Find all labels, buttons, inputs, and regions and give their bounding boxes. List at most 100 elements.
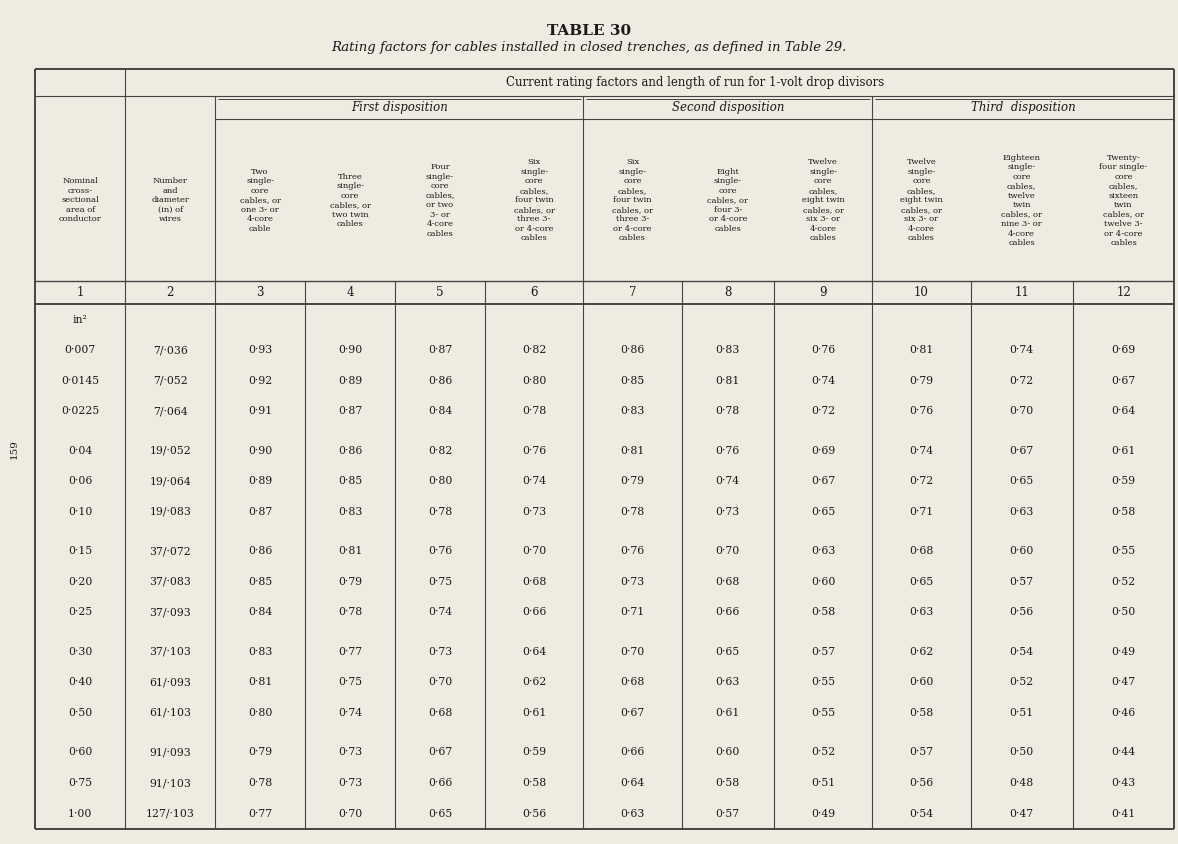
Text: 0·83: 0·83	[715, 345, 740, 355]
Text: 0·80: 0·80	[522, 376, 547, 386]
Text: 0·81: 0·81	[621, 446, 644, 456]
Text: 7: 7	[629, 286, 636, 300]
Text: 0·64: 0·64	[621, 778, 644, 788]
Text: 0·87: 0·87	[338, 406, 362, 416]
Text: 0·72: 0·72	[1010, 376, 1034, 386]
Text: 0·70: 0·70	[522, 546, 547, 556]
Text: Rating factors for cables installed in closed trenches, as defined in Table 29.: Rating factors for cables installed in c…	[331, 41, 847, 53]
Text: 0·66: 0·66	[621, 748, 644, 757]
Text: 0·78: 0·78	[716, 406, 740, 416]
Text: 0·71: 0·71	[621, 608, 644, 618]
Text: 0·83: 0·83	[249, 647, 272, 657]
Text: 0·80: 0·80	[428, 476, 452, 486]
Text: 0·60: 0·60	[909, 678, 934, 688]
Text: 37/·072: 37/·072	[150, 546, 191, 556]
Text: 0·87: 0·87	[428, 345, 452, 355]
Text: 0·57: 0·57	[812, 647, 835, 657]
Text: 0·68: 0·68	[909, 546, 934, 556]
Text: 0·30: 0·30	[68, 647, 93, 657]
Text: 0·76: 0·76	[909, 406, 934, 416]
Text: 0·63: 0·63	[810, 546, 835, 556]
Text: 0·66: 0·66	[522, 608, 547, 618]
Text: 2: 2	[166, 286, 174, 300]
Text: 0·54: 0·54	[1010, 647, 1033, 657]
Text: 0·90: 0·90	[249, 446, 272, 456]
Text: 0·90: 0·90	[338, 345, 362, 355]
Text: 0·92: 0·92	[249, 376, 272, 386]
Text: 0·77: 0·77	[249, 809, 272, 819]
Text: 0·73: 0·73	[716, 507, 740, 517]
Text: 91/·093: 91/·093	[150, 748, 191, 757]
Text: 5: 5	[436, 286, 444, 300]
Text: 0·48: 0·48	[1010, 778, 1034, 788]
Text: 0·68: 0·68	[715, 577, 740, 587]
Text: 61/·093: 61/·093	[150, 678, 191, 688]
Text: 12: 12	[1116, 286, 1131, 300]
Text: Three
single-
core
cables, or
two twin
cables: Three single- core cables, or two twin c…	[330, 172, 371, 228]
Text: 0·68: 0·68	[428, 708, 452, 718]
Text: 0·74: 0·74	[428, 608, 452, 618]
Text: 1: 1	[77, 286, 84, 300]
Text: 0·60: 0·60	[68, 748, 93, 757]
Text: 0·50: 0·50	[1010, 748, 1034, 757]
Text: 0·64: 0·64	[522, 647, 547, 657]
Text: 0·58: 0·58	[1111, 507, 1136, 517]
Text: 61/·103: 61/·103	[150, 708, 191, 718]
Text: 0·91: 0·91	[249, 406, 272, 416]
Text: 0·66: 0·66	[428, 778, 452, 788]
Text: 19/·052: 19/·052	[150, 446, 191, 456]
Text: 19/·083: 19/·083	[150, 507, 191, 517]
Text: 0·78: 0·78	[621, 507, 644, 517]
Text: 7/·052: 7/·052	[153, 376, 187, 386]
Text: 0·67: 0·67	[428, 748, 452, 757]
Text: 0·62: 0·62	[522, 678, 547, 688]
Text: 0·74: 0·74	[716, 476, 740, 486]
Text: 0·86: 0·86	[621, 345, 644, 355]
Text: 0·44: 0·44	[1111, 748, 1136, 757]
Text: 7/·036: 7/·036	[153, 345, 187, 355]
Text: 0·51: 0·51	[810, 778, 835, 788]
Text: 0·93: 0·93	[249, 345, 272, 355]
Text: 0·52: 0·52	[810, 748, 835, 757]
Text: 0·55: 0·55	[1111, 546, 1136, 556]
Text: 0·69: 0·69	[1111, 345, 1136, 355]
Text: 0·68: 0·68	[522, 577, 547, 587]
Text: 0·78: 0·78	[522, 406, 547, 416]
Text: in²: in²	[73, 315, 87, 325]
Text: 0·25: 0·25	[68, 608, 92, 618]
Text: 0·15: 0·15	[68, 546, 92, 556]
Text: 0·71: 0·71	[909, 507, 934, 517]
Text: 0·47: 0·47	[1111, 678, 1136, 688]
Text: 37/·103: 37/·103	[150, 647, 191, 657]
Text: 0·57: 0·57	[909, 748, 933, 757]
Text: 0·76: 0·76	[716, 446, 740, 456]
Text: 0·83: 0·83	[621, 406, 644, 416]
Text: Third  disposition: Third disposition	[971, 101, 1076, 114]
Text: 0·58: 0·58	[716, 778, 740, 788]
Text: 9: 9	[820, 286, 827, 300]
Text: 0·10: 0·10	[68, 507, 93, 517]
Text: 0·87: 0·87	[249, 507, 272, 517]
Text: 0·007: 0·007	[65, 345, 95, 355]
Text: 0·46: 0·46	[1111, 708, 1136, 718]
Text: 0·76: 0·76	[522, 446, 547, 456]
Text: 0·78: 0·78	[249, 778, 272, 788]
Text: 0·65: 0·65	[810, 507, 835, 517]
Text: 0·85: 0·85	[621, 376, 644, 386]
Text: 0·73: 0·73	[338, 748, 362, 757]
Text: 0·60: 0·60	[810, 577, 835, 587]
Text: 0·67: 0·67	[621, 708, 644, 718]
Text: 0·56: 0·56	[909, 778, 934, 788]
Text: 0·67: 0·67	[810, 476, 835, 486]
Text: 0·80: 0·80	[249, 708, 272, 718]
Text: 0·70: 0·70	[716, 546, 740, 556]
Text: 0·81: 0·81	[249, 678, 272, 688]
Text: 0·70: 0·70	[428, 678, 452, 688]
Text: 0·40: 0·40	[68, 678, 92, 688]
Text: 0·74: 0·74	[522, 476, 547, 486]
Text: 0·89: 0·89	[249, 476, 272, 486]
Text: 0·55: 0·55	[812, 678, 835, 688]
Text: 0·63: 0·63	[1010, 507, 1034, 517]
Text: 0·63: 0·63	[621, 809, 644, 819]
Text: 0·75: 0·75	[338, 678, 362, 688]
